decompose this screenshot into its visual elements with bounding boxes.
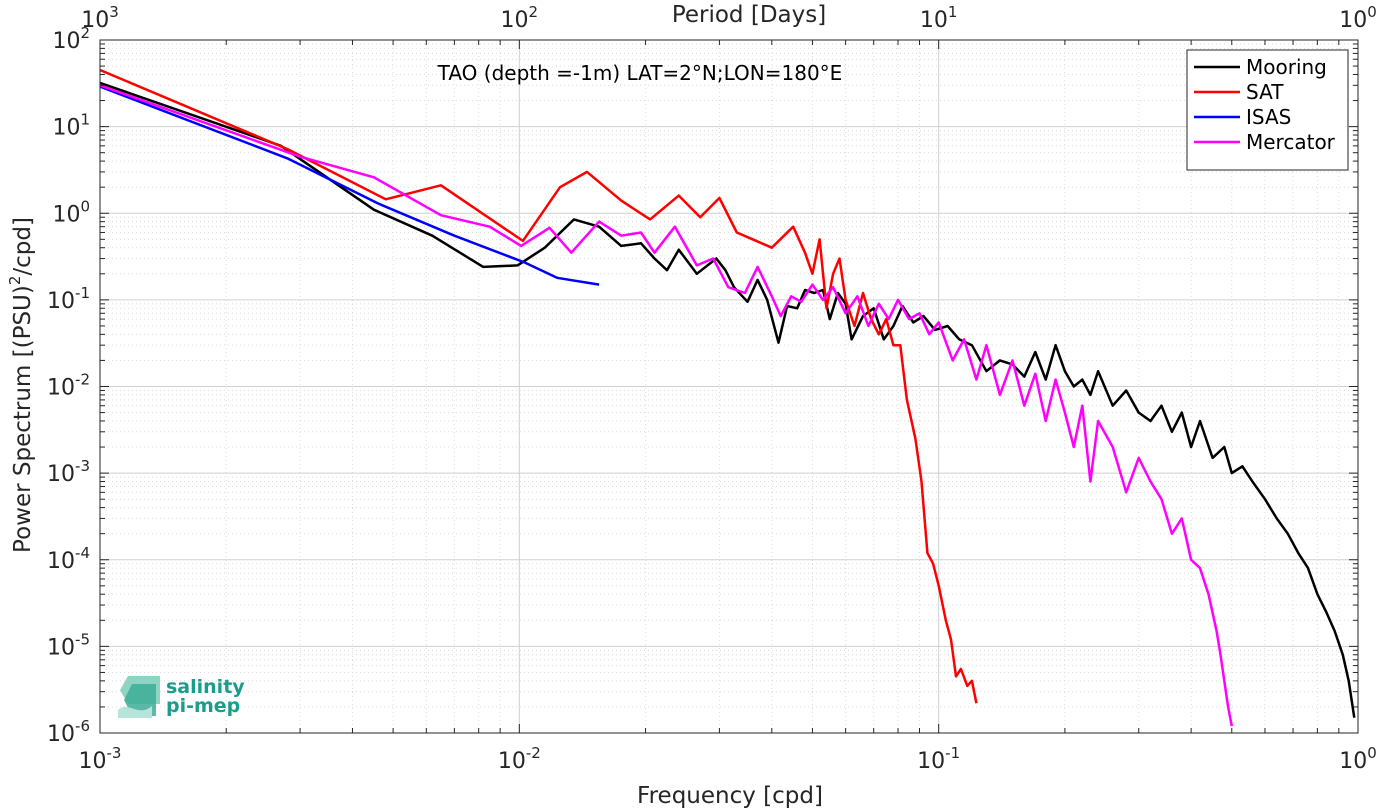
y-axis-label: Power Spectrum [(PSU)2/cpd]: [6, 217, 36, 553]
top-tick-label: 101: [920, 3, 958, 33]
series-line-mooring: [99, 81, 1356, 718]
y-tick-label: 10-3: [47, 457, 90, 487]
series-layer: [99, 68, 1356, 727]
logo-waves-icon: [118, 676, 160, 718]
y-tick-label: 10-5: [47, 630, 90, 660]
y-label-sup: 2: [6, 276, 24, 286]
legend-label-mooring: Mooring: [1246, 55, 1327, 79]
y-tick-label: 10-1: [47, 284, 90, 314]
x-tick-label: 100: [1339, 744, 1377, 774]
minor-grid: [100, 40, 1358, 733]
x-tick-label: 10-2: [498, 744, 541, 774]
axis-ticks: [99, 39, 1359, 734]
y-tick-label: 10-6: [47, 717, 90, 747]
legend-label-mercator: Mercator: [1246, 130, 1336, 154]
y-tick-label: 102: [52, 24, 90, 54]
y-tick-label: 10-2: [47, 371, 90, 401]
logo-line-1: salinity: [166, 676, 245, 698]
y-label-main: Power Spectrum [(PSU): [10, 285, 36, 553]
x-tick-label: 10-3: [79, 744, 122, 774]
y-tick-label: 101: [52, 111, 90, 141]
y-label-tail: /cpd]: [10, 217, 36, 276]
series-line-mercator: [99, 84, 1234, 727]
series-line-sat: [99, 68, 978, 704]
y-tick-label: 10-4: [47, 544, 90, 574]
legend-box: [1186, 49, 1349, 171]
y-tick-label: 100: [52, 197, 90, 227]
top-tick-label: 103: [81, 3, 119, 33]
top-axis-label: Period [Days]: [672, 2, 826, 28]
x-axis-label: Frequency [cpd]: [637, 783, 823, 809]
logo-line-2: pi-mep: [166, 695, 240, 717]
top-tick-label: 100: [1339, 3, 1377, 33]
x-tick-label: 10-1: [917, 744, 960, 774]
legend-label-sat: SAT: [1246, 80, 1284, 104]
legend-label-isas: ISAS: [1246, 105, 1291, 129]
salinity-pi-mep-logo: salinity pi-mep: [118, 676, 245, 718]
series-line-isas: [99, 85, 600, 286]
chart-title: TAO (depth =-1m) LAT=2°N;LON=180°E: [437, 61, 843, 85]
top-tick-label: 102: [501, 3, 539, 33]
